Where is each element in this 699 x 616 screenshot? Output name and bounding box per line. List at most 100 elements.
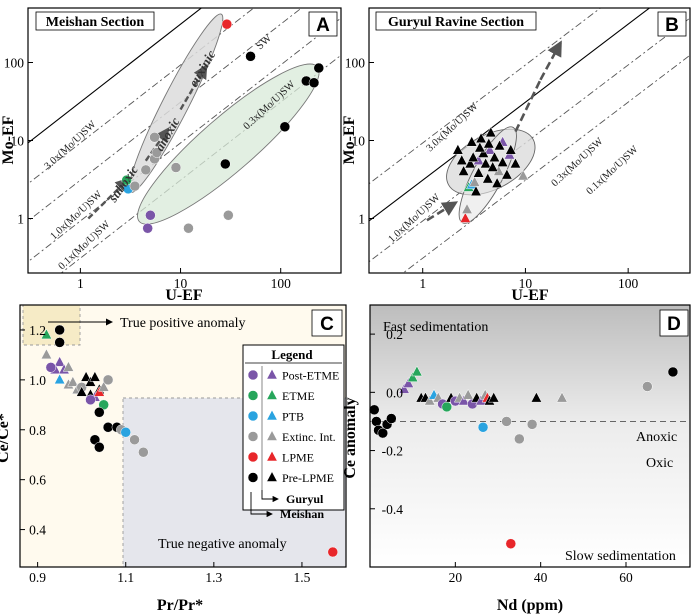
panel-c-point-17 xyxy=(76,385,88,397)
panel-a-ytick-label: 10 xyxy=(11,134,25,149)
panel-b-point-1 xyxy=(461,203,473,214)
panel-a-point-16 xyxy=(308,77,320,89)
panel-c-point-26 xyxy=(94,407,105,418)
panel-b-point-13 xyxy=(464,157,476,169)
panel-c-point-14 xyxy=(80,370,92,382)
panel-c-point-0 xyxy=(40,328,53,340)
legend-triangle-1 xyxy=(266,389,278,400)
panel-d-fast-sed: Fast sedimentation xyxy=(383,320,488,335)
panel-d-label-box xyxy=(659,309,689,337)
panel-d-point-8 xyxy=(407,371,419,383)
panel-a-label: A xyxy=(316,15,330,36)
panel-c-true-positive: True positive anomaly xyxy=(120,316,245,331)
sw-line-1x xyxy=(369,8,651,222)
panel-b-trend-arrow-1 xyxy=(514,79,542,133)
panel-b-xtick-label: 1 xyxy=(419,276,426,291)
panel-d-ytick-label: -0.2 xyxy=(382,444,403,459)
legend-triangle-4 xyxy=(266,450,278,462)
panel-a-point-12 xyxy=(221,18,233,30)
panel-d-points xyxy=(369,365,679,549)
panel-a-points xyxy=(121,18,325,234)
panel-d-point-35 xyxy=(642,381,653,392)
sw-line-3x xyxy=(369,8,602,185)
panel-c-xtick-label: 1.5 xyxy=(294,570,311,585)
panel-b-point-17 xyxy=(472,166,485,178)
panel-c-point-16 xyxy=(89,370,101,382)
panel-a-ytick-label: 1 xyxy=(17,211,24,226)
panel-d-slow-sed: Slow sedimentation xyxy=(565,549,676,564)
panel-d-point-28 xyxy=(488,391,500,403)
panel-c-ytick-label: 1.0 xyxy=(29,373,46,388)
legend-label-5: Pre-LPME xyxy=(282,471,334,485)
panel-a-ytick-label: 100 xyxy=(4,56,25,71)
panel-b-point-27 xyxy=(496,156,509,167)
panel-b-label-box xyxy=(657,11,687,37)
panel-b-point-23 xyxy=(487,161,499,172)
panel-b-point-24 xyxy=(488,151,501,163)
panel-b-point-25 xyxy=(491,177,503,188)
panel-b-point-30 xyxy=(509,157,522,169)
panel-d-point-12 xyxy=(424,394,436,406)
panel-b-trend-arrows xyxy=(426,40,562,222)
panel-b-point-9 xyxy=(517,169,529,181)
panel-c-point-32 xyxy=(120,427,131,438)
panel-b-point-15 xyxy=(467,151,479,163)
panel-b-xtick-label: 100 xyxy=(618,276,639,291)
panel-a-point-17 xyxy=(313,62,325,74)
panel-c-label-box xyxy=(311,309,343,337)
panel-a-point-11 xyxy=(149,132,160,143)
panel-c-xtick-label: 1.1 xyxy=(117,570,134,585)
panel-c-point-4 xyxy=(53,355,66,367)
legend-title: Legend xyxy=(271,347,313,362)
panel-d-oxic: Oxic xyxy=(646,456,673,471)
legend-circle-2 xyxy=(247,410,259,422)
panel-b-point-11 xyxy=(452,143,464,155)
panel-a-point-9 xyxy=(170,162,182,173)
panel-c-ylabel: Ce/Ce* xyxy=(0,413,12,463)
panel-a-envelopes xyxy=(128,13,320,225)
sw-line-sw xyxy=(28,8,203,144)
panel-d-point-6 xyxy=(398,382,410,394)
panel-c-point-21 xyxy=(85,394,96,406)
panel-c-xlabel: Pr/Pr* xyxy=(157,597,203,614)
sw-line-3x xyxy=(28,8,255,185)
legend-circle-3 xyxy=(247,431,259,442)
legend-triangle-5 xyxy=(266,471,278,482)
legend-circle-5 xyxy=(247,472,259,483)
panel-b-ytick-label: 1 xyxy=(358,211,365,226)
panel-c-point-33 xyxy=(129,434,140,445)
panel-c-frame xyxy=(19,304,347,568)
panel-d-ylabel: Ce anomaly xyxy=(342,397,359,478)
panel-a-ticks: 1 1 10 10 100 100 xyxy=(4,56,291,291)
panel-c-true-negative: True negative anomaly xyxy=(158,537,287,552)
panel-a-trend-arrow-2 xyxy=(179,64,208,111)
panel-a-line-label-sw: SW xyxy=(254,32,275,52)
panel-b-point-14 xyxy=(466,135,478,147)
panel-c-points xyxy=(40,324,339,558)
panel-b: 1 1 10 10 100 100 Guryul Ravine Section B Mo-… xyxy=(341,7,691,304)
panel-b-point-7 xyxy=(484,143,496,155)
panel-a-line-label-3: 3.0x(Mo/U)SW xyxy=(43,119,99,172)
panel-a-point-8 xyxy=(183,222,194,234)
panel-a-xtick-label: 100 xyxy=(271,276,292,291)
panel-c-point-3 xyxy=(40,348,53,360)
legend-label-4: LPME xyxy=(282,451,314,465)
panel-a-point-18 xyxy=(279,121,291,133)
panel-d-point-7 xyxy=(402,377,415,388)
legend-triangle-0 xyxy=(266,368,278,380)
panel-c-point-30 xyxy=(94,441,105,453)
panel-d-xtick-label: 40 xyxy=(534,570,548,585)
panel-d-background xyxy=(370,305,690,567)
panel-d-ytick-label: -0.4 xyxy=(382,502,404,517)
panel-d-point-32 xyxy=(526,419,538,430)
panel-a-point-13 xyxy=(245,51,256,62)
panel-d-frame xyxy=(369,304,691,568)
panel-b-point-26 xyxy=(493,139,506,151)
panel-d-point-29 xyxy=(477,422,489,433)
sw-line-0.3x xyxy=(28,17,341,263)
panel-d-point-20 xyxy=(458,394,470,406)
panel-d-ytick-label: 0.0 xyxy=(386,385,403,400)
panel-a-point-3 xyxy=(145,210,156,221)
panel-d-xlabel: Nd (ppm) xyxy=(497,597,563,614)
